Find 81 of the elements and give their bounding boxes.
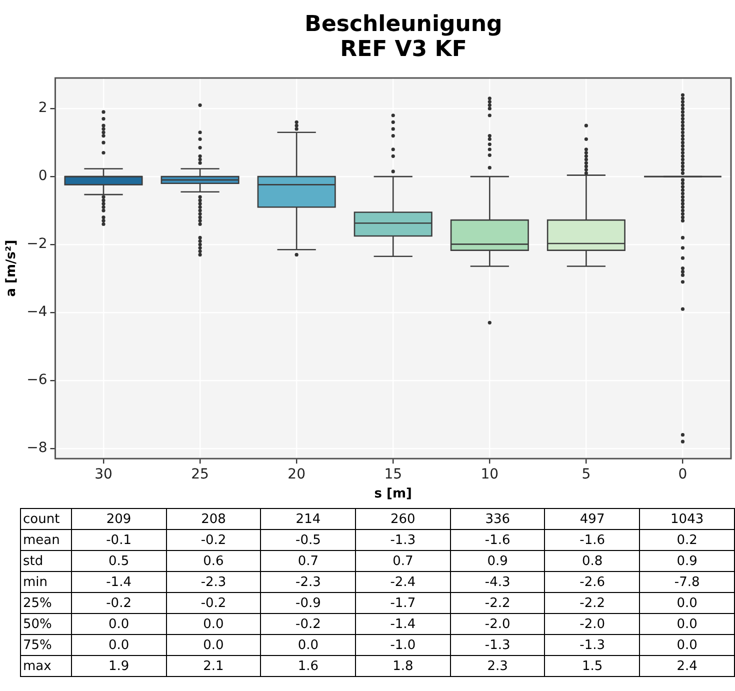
text: 0.0 [71,634,166,656]
text: -1.6 [450,530,545,550]
x-tick-label: 30 [94,466,112,483]
text: 1.6 [260,656,356,676]
text: 0.8 [544,550,640,572]
text: -2.2 [450,592,545,614]
text: 497 [544,508,640,530]
y-tick-label: −6 [26,372,48,388]
chart-subtitle: REF V3 KF [339,37,468,62]
y-tick-label: −8 [26,440,48,456]
text: -7.8 [640,572,734,592]
text: -4.3 [450,572,545,592]
text: 0.7 [356,550,450,572]
text: -1.3 [356,530,450,550]
text: -2.2 [544,592,640,614]
text: 0.0 [166,634,261,656]
text: 0.9 [640,550,734,572]
text: 1.8 [356,656,450,676]
text: 0.0 [166,614,261,634]
x-tick-label: 5 [582,466,591,483]
text: -1.3 [450,634,545,656]
text: 0.5 [71,550,166,572]
text: -1.6 [544,530,640,550]
text: 0.0 [640,634,734,656]
text: 1043 [640,508,734,530]
x-tick-label: 10 [480,466,499,483]
text: count [20,508,72,530]
text: 208 [166,508,261,530]
text: min [20,572,72,592]
text: 50% [20,614,72,634]
text: -2.4 [356,572,450,592]
text: 336 [450,508,545,530]
text: -0.2 [166,530,261,550]
text: -1.3 [544,634,640,656]
x-tick-label: 0 [678,466,688,483]
text: 0.0 [640,614,734,634]
text: 2.3 [450,656,545,676]
text: 0.6 [166,550,261,572]
text: 75% [20,634,72,656]
text: 25% [20,592,72,614]
text: -1.4 [356,614,450,634]
text: 0.0 [640,592,734,614]
x-tick-label: 20 [288,466,306,483]
x-tick-label: 15 [384,466,402,483]
text: 0.2 [640,530,734,550]
y-tick-label: 2 [38,100,48,116]
text: 0.0 [260,634,356,656]
text: 2.1 [166,656,261,676]
x-tick-label: 25 [191,466,209,483]
text: 1.9 [71,656,166,676]
text: -1.4 [71,572,166,592]
chart-title: Beschleunigung [304,12,504,37]
y-tick-label: −4 [26,304,48,320]
text: 1.5 [544,656,640,676]
text: std [20,550,72,572]
text: -1.7 [356,592,450,614]
y-tick-label: 0 [38,168,48,184]
x-axis-title: s [m] [374,486,412,502]
text: 2.4 [640,656,734,676]
text: -2.0 [544,614,640,634]
text: -2.3 [166,572,261,592]
text: -1.0 [356,634,450,656]
y-axis-title: a [m/s²] [4,240,20,297]
text: max [20,656,72,676]
text: -2.0 [450,614,545,634]
text: 0.0 [71,614,166,634]
text: -0.2 [71,592,166,614]
text: -0.1 [71,530,166,550]
text: -0.9 [260,592,356,614]
text: mean [20,530,72,550]
text: -0.5 [260,530,356,550]
text: 260 [356,508,450,530]
text: -2.3 [260,572,356,592]
text: -0.2 [166,592,261,614]
y-tick-label: −2 [26,236,48,252]
text: -2.6 [544,572,640,592]
text: -0.2 [260,614,356,634]
text: 209 [71,508,166,530]
text: 0.7 [260,550,356,572]
text: 0.9 [450,550,545,572]
text: 214 [260,508,356,530]
